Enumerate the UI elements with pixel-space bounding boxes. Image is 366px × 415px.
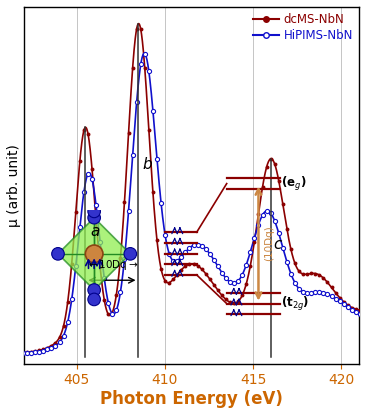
Text: (t$_{2g}$): (t$_{2g}$)	[281, 295, 310, 312]
Text: c: c	[273, 237, 282, 252]
X-axis label: Photon Energy (eV): Photon Energy (eV)	[100, 390, 283, 408]
Text: (10Dq): (10Dq)	[264, 226, 274, 261]
Text: b: b	[142, 157, 152, 172]
Legend: dcMS-NbN, HiPIMS-NbN: dcMS-NbN, HiPIMS-NbN	[253, 13, 353, 42]
Y-axis label: μ (arb. unit): μ (arb. unit)	[7, 144, 21, 227]
Text: $\leftarrow$10Dq$\rightarrow$: $\leftarrow$10Dq$\rightarrow$	[86, 258, 138, 272]
Text: a: a	[90, 224, 99, 239]
Text: (e$_g$): (e$_g$)	[281, 175, 307, 193]
